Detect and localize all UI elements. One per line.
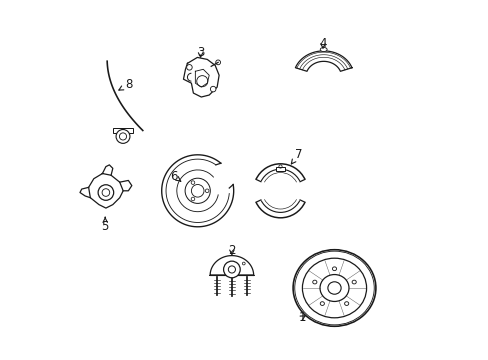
Text: 8: 8 bbox=[119, 78, 132, 91]
Circle shape bbox=[223, 261, 240, 278]
Circle shape bbox=[98, 185, 113, 200]
Circle shape bbox=[116, 130, 130, 143]
Text: 6: 6 bbox=[170, 170, 181, 183]
Ellipse shape bbox=[320, 48, 326, 51]
Bar bbox=[113, 127, 133, 134]
Circle shape bbox=[185, 178, 210, 203]
Text: 2: 2 bbox=[228, 244, 235, 257]
Polygon shape bbox=[295, 51, 351, 71]
Circle shape bbox=[210, 86, 216, 92]
Bar bbox=[275, 166, 285, 171]
Text: 3: 3 bbox=[197, 46, 204, 59]
Text: 1: 1 bbox=[298, 311, 305, 324]
Text: 4: 4 bbox=[319, 37, 326, 50]
Text: 5: 5 bbox=[102, 217, 109, 233]
Circle shape bbox=[186, 64, 192, 70]
Text: 7: 7 bbox=[291, 148, 302, 164]
